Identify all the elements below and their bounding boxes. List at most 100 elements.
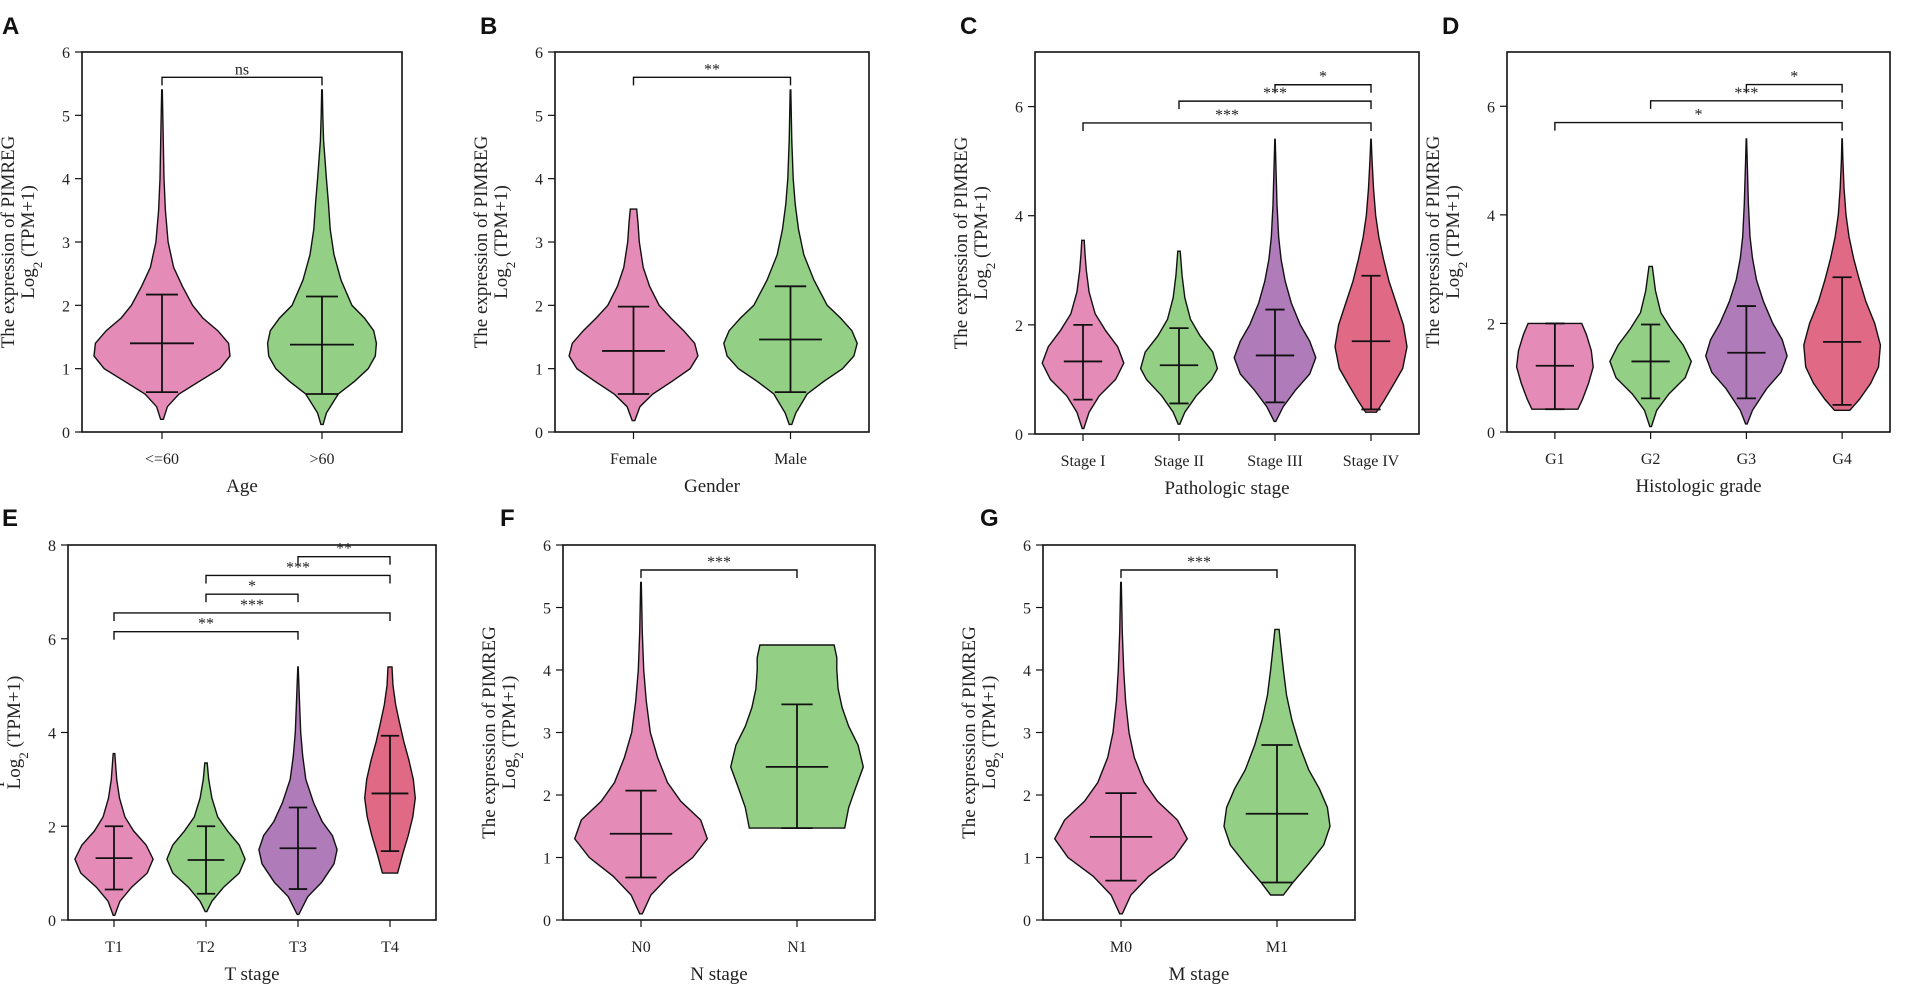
- significance-bracket: [113, 631, 299, 640]
- y-axis-label-unit: (TPM+1): [18, 185, 39, 262]
- y-tick-label: 1: [535, 362, 543, 379]
- y-axis-label-line2: Log2 (TPM+1): [971, 186, 998, 300]
- x-axis-title: Histologic grade: [1635, 476, 1761, 497]
- significance-bracket: [297, 556, 391, 565]
- x-axis-title: Pathologic stage: [1164, 478, 1289, 499]
- y-tick-label: 4: [1487, 208, 1495, 225]
- x-axis-title: M stage: [1169, 964, 1230, 985]
- violin-stage-iii: [1233, 138, 1317, 423]
- y-axis-label-line1: The expression of PIMREG: [0, 626, 5, 839]
- y-tick-label: 2: [543, 788, 551, 805]
- y-axis-label-unit: (TPM+1): [4, 676, 25, 753]
- y-tick-label: 6: [62, 45, 70, 62]
- y-tick-label: 4: [535, 172, 543, 189]
- y-axis-label-line1: The expression of PIMREG: [959, 626, 980, 839]
- y-axis-label-subscript: 2: [511, 752, 526, 759]
- violin-m0: [1053, 581, 1189, 915]
- y-axis-label-line2: Log2 (TPM+1): [4, 676, 31, 790]
- x-tick-label: G4: [1832, 451, 1852, 468]
- x-tick-label: T2: [197, 939, 215, 956]
- y-tick-label: 0: [48, 913, 56, 930]
- y-tick-label: 3: [1023, 726, 1031, 743]
- y-tick-label: 0: [1023, 913, 1031, 930]
- violin-g3: [1704, 138, 1788, 425]
- y-tick-label: 1: [62, 362, 70, 379]
- y-axis-label-line1: The expression of PIMREG: [479, 626, 500, 839]
- y-axis-label-log: Log: [979, 758, 1000, 789]
- plot-frame: [1506, 51, 1891, 433]
- x-tick-label: N0: [631, 939, 651, 956]
- significance-bracket: [1082, 122, 1372, 131]
- y-tick-label: 4: [62, 172, 70, 189]
- significance-label: ***: [286, 559, 310, 576]
- y-tick-label: 2: [1487, 316, 1495, 333]
- y-axis-label-subscript: 2: [983, 263, 998, 270]
- significance-label: *: [248, 578, 256, 595]
- x-tick-label: Stage I: [1061, 453, 1106, 470]
- significance-label: ***: [1215, 107, 1239, 124]
- panel-letter: B: [480, 13, 497, 40]
- y-axis-label-subscript: 2: [503, 262, 518, 269]
- panel-letter: G: [980, 505, 999, 532]
- y-axis-label-unit: (TPM+1): [971, 186, 992, 263]
- significance-label: ***: [707, 554, 731, 571]
- y-tick-label: 6: [1023, 538, 1031, 555]
- y-axis-label-log: Log: [971, 269, 992, 300]
- y-tick-label: 2: [535, 298, 543, 315]
- x-tick-label: G2: [1641, 451, 1661, 468]
- significance-bracket: [1178, 100, 1372, 110]
- violin-n0: [573, 581, 709, 915]
- plot-frame: [1034, 51, 1420, 435]
- x-axis-title: N stage: [690, 964, 748, 985]
- y-axis-label-line2: Log2 (TPM+1): [499, 676, 526, 790]
- significance-label: **: [198, 616, 214, 633]
- y-tick-label: 4: [48, 726, 56, 743]
- y-tick-label: 2: [48, 819, 56, 836]
- y-tick-label: 4: [1023, 663, 1031, 680]
- y-axis-label-line1: The expression of PIMREG: [1423, 135, 1444, 348]
- x-tick-label: G3: [1737, 451, 1757, 468]
- significance-bracket: [1649, 100, 1843, 109]
- y-tick-label: 6: [543, 538, 551, 555]
- y-axis-label-unit: (TPM+1): [1443, 185, 1464, 262]
- panel-letter: E: [2, 505, 18, 532]
- y-tick-label: 2: [1023, 788, 1031, 805]
- x-tick-label: G1: [1545, 451, 1565, 468]
- x-axis-title: T stage: [224, 964, 279, 985]
- y-tick-label: 0: [535, 425, 543, 442]
- panel-letter: D: [1442, 13, 1459, 40]
- significance-bracket: [632, 76, 792, 86]
- y-axis-label-line2: Log2 (TPM+1): [1443, 185, 1470, 299]
- significance-label: *: [1790, 69, 1798, 86]
- significance-label: ***: [1187, 554, 1211, 571]
- violin-male: [723, 89, 858, 426]
- significance-bracket: [205, 593, 299, 603]
- x-tick-label: <=60: [145, 451, 179, 468]
- x-tick-label: T1: [105, 939, 123, 956]
- x-tick-label: M1: [1266, 939, 1288, 956]
- significance-label: *: [1695, 107, 1703, 124]
- y-tick-label: 5: [62, 108, 70, 125]
- significance-bracket: [1554, 121, 1843, 131]
- x-tick-label: Male: [774, 451, 807, 468]
- y-tick-label: 1: [1023, 851, 1031, 868]
- y-tick-label: 6: [535, 45, 543, 62]
- significance-label: ***: [240, 597, 264, 614]
- y-tick-label: 1: [543, 851, 551, 868]
- violin--60: [93, 89, 231, 420]
- panel-letter: F: [500, 505, 515, 532]
- y-tick-label: 3: [535, 235, 543, 252]
- x-axis-title: Gender: [684, 476, 741, 497]
- y-tick-label: 0: [543, 913, 551, 930]
- y-axis-label-line1: The expression of PIMREG: [0, 135, 19, 348]
- y-axis-label-log: Log: [1443, 268, 1464, 299]
- y-axis-label-subscript: 2: [1455, 262, 1470, 269]
- y-axis-label-log: Log: [4, 758, 25, 789]
- y-axis-label-unit: (TPM+1): [491, 185, 512, 262]
- significance-label: **: [704, 61, 720, 78]
